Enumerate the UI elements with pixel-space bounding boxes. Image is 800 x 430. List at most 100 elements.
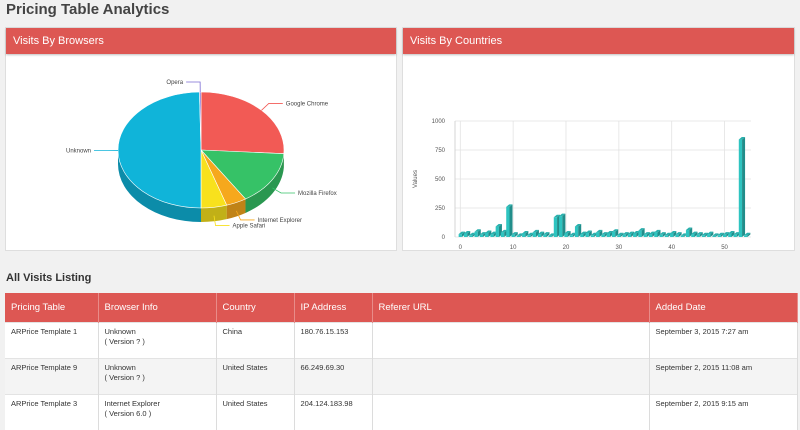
column-header-ip-address[interactable]: IP Address <box>294 293 372 323</box>
browser-name: Unknown <box>105 327 216 337</box>
bar-front <box>475 232 478 237</box>
bar-front <box>660 235 663 237</box>
x-tick-label: 0 <box>459 245 463 250</box>
bar-front <box>527 235 530 237</box>
cell-added-date: September 2, 2015 11:08 am <box>649 359 797 395</box>
bar-front <box>570 235 573 237</box>
countries-bar-chart: 0250500750100001020304050ValuesCountries <box>403 55 794 250</box>
bar-front <box>464 234 467 237</box>
column-header-pricing-table[interactable]: Pricing Table <box>5 293 98 323</box>
cell-added-date: September 2, 2015 9:15 am <box>649 395 797 430</box>
bar-front <box>512 235 515 237</box>
cell-referer-url <box>372 359 649 395</box>
bar-front <box>496 227 499 237</box>
bar-front <box>586 233 589 237</box>
bar-front <box>691 234 694 237</box>
bar-front <box>617 235 620 237</box>
bar-front <box>649 234 652 237</box>
bar-front <box>554 217 557 237</box>
bar-front <box>734 235 737 237</box>
bar-front <box>670 234 673 237</box>
table-row: ARPrice Template 3 Internet Explorer ( V… <box>5 395 797 430</box>
y-tick-label: 750 <box>435 148 446 154</box>
bar-front <box>459 234 462 237</box>
x-tick-label: 40 <box>668 245 675 250</box>
x-tick-label: 50 <box>721 245 728 250</box>
bar-front <box>607 234 610 237</box>
cell-referer-url <box>372 395 649 430</box>
column-header-country[interactable]: Country <box>216 293 294 323</box>
bar-front <box>506 207 509 237</box>
browser-version: ( Version ? ) <box>105 337 216 347</box>
cell-country: United States <box>216 395 294 430</box>
bar-front <box>697 235 700 237</box>
table-header-row: Pricing Table Browser Info Country IP Ad… <box>5 293 797 323</box>
bar-front <box>522 234 525 237</box>
x-tick-label: 10 <box>510 245 517 250</box>
visits-section-title: All Visits Listing <box>6 272 91 284</box>
bar-front <box>580 234 583 237</box>
cell-country: United States <box>216 359 294 395</box>
x-tick-label: 30 <box>616 245 623 250</box>
cell-ip-address: 66.249.69.30 <box>294 359 372 395</box>
browser-version: ( Version 6.0 ) <box>105 409 216 419</box>
bar-front <box>644 235 647 237</box>
table-row: ARPrice Template 9 Unknown ( Version ? )… <box>5 359 797 395</box>
bar-front <box>633 234 636 237</box>
cell-pricing-table: ARPrice Template 9 <box>5 359 98 395</box>
bar-front <box>612 232 615 237</box>
bar-front <box>543 235 546 237</box>
browsers-panel-title: Visits By Browsers <box>6 28 396 54</box>
y-axis-label: Values <box>413 170 419 188</box>
pie-leader-google-chrome <box>262 103 283 110</box>
cell-pricing-table: ARPrice Template 3 <box>5 395 98 430</box>
bar-front <box>665 235 668 237</box>
pie-label-apple-safari: Apple Safari <box>233 224 266 230</box>
column-header-browser-info[interactable]: Browser Info <box>98 293 216 323</box>
bar-front <box>469 235 472 237</box>
bar-front <box>549 236 552 237</box>
bar <box>739 137 745 237</box>
cell-browser-info: Internet Explorer ( Version 6.0 ) <box>98 395 216 430</box>
y-tick-label: 0 <box>442 235 446 241</box>
cell-referer-url <box>372 323 649 359</box>
bar-front <box>517 236 520 237</box>
visits-table: Pricing Table Browser Info Country IP Ad… <box>5 293 798 430</box>
bar-front <box>601 235 604 237</box>
bar-front <box>533 232 536 237</box>
bar-front <box>739 140 742 237</box>
bar-front <box>723 235 726 237</box>
column-header-referer-url[interactable]: Referer URL <box>372 293 649 323</box>
countries-panel-title: Visits By Countries <box>403 28 794 54</box>
bar-front <box>575 227 578 237</box>
cell-browser-info: Unknown ( Version ? ) <box>98 323 216 359</box>
bar-front <box>675 235 678 237</box>
bar-front <box>628 234 631 237</box>
bar-front <box>686 230 689 237</box>
bar-front <box>623 235 626 237</box>
y-tick-label: 500 <box>435 177 446 183</box>
bar-front <box>596 232 599 237</box>
pie-leader-opera <box>186 82 200 92</box>
bar-side <box>509 204 512 237</box>
bar-front <box>490 234 493 237</box>
column-header-added-date[interactable]: Added Date <box>649 293 797 323</box>
pie-label-opera: Opera <box>166 80 183 86</box>
browser-name: Unknown <box>105 363 216 373</box>
page-title: Pricing Table Analytics <box>6 1 169 18</box>
bar-front <box>591 235 594 237</box>
bar-front <box>638 231 641 237</box>
bar <box>506 204 512 237</box>
bar-front <box>501 232 504 237</box>
bar-side <box>742 137 745 237</box>
cell-pricing-table: ARPrice Template 1 <box>5 323 98 359</box>
bar-front <box>480 235 483 237</box>
bar-front <box>728 234 731 237</box>
pie-slice-google-chrome <box>201 92 284 154</box>
cell-ip-address: 204.124.183.98 <box>294 395 372 430</box>
pie-label-unknown: Unknown <box>66 149 91 155</box>
cell-ip-address: 180.76.15.153 <box>294 323 372 359</box>
